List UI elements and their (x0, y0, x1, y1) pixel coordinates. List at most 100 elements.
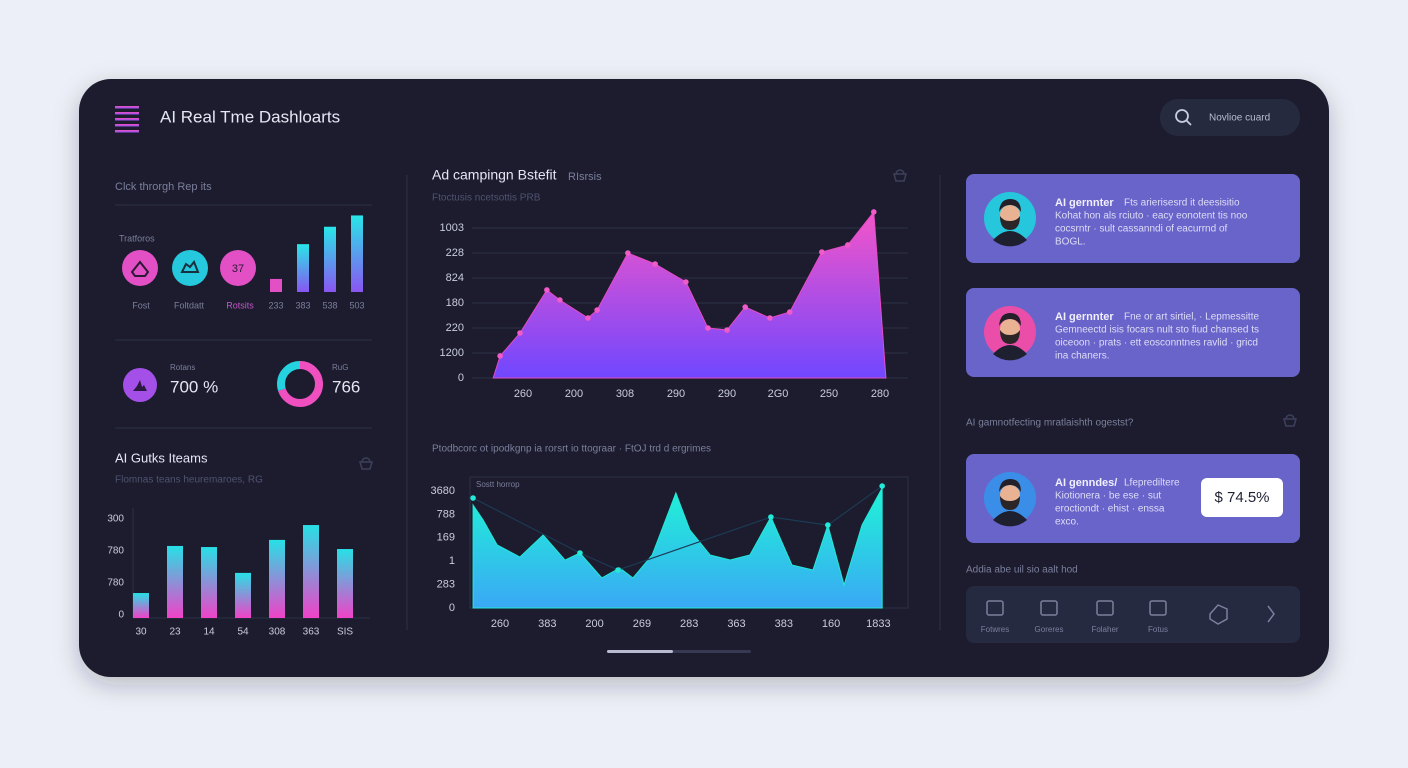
card-title: AI gernnter (1055, 197, 1114, 209)
point (705, 325, 711, 331)
avatar-face (1000, 205, 1020, 225)
icon-circle (220, 250, 256, 286)
y-tick-label: 228 (446, 247, 464, 259)
mini-bar (297, 244, 309, 292)
mini-bar (270, 278, 282, 292)
app-title: AI Real Tme Dashloarts (160, 107, 340, 126)
x-tick-label: 14 (203, 627, 215, 638)
x-tick-label: 30 (135, 627, 147, 638)
y-tick-label: 1003 (440, 222, 464, 234)
card-line: exco. (1055, 517, 1079, 528)
stat-value: 766 (332, 377, 360, 396)
point (594, 307, 600, 313)
tool-label: Fotus (1148, 625, 1168, 634)
y-tick-label: 180 (446, 297, 464, 309)
message-card[interactable] (966, 454, 1300, 543)
x-tick-label: 308 (616, 388, 634, 400)
point (517, 330, 523, 336)
point (577, 550, 583, 556)
icon-label: Fost (132, 300, 150, 310)
x-tick-label: SIS (337, 627, 353, 638)
card-title: AI gernnter (1055, 311, 1114, 323)
icon[interactable] (359, 457, 373, 470)
bar (235, 572, 251, 618)
y-tick-label: 220 (446, 322, 464, 334)
tool-icon[interactable] (986, 600, 1004, 616)
section-label: Tratforos (119, 233, 155, 243)
x-tick-label: 200 (585, 618, 603, 630)
avatar-hair (999, 479, 1021, 492)
bar (269, 539, 285, 618)
section-title: Clck throrgh Rep its (115, 181, 212, 193)
legend-label: Sostt horrop (476, 480, 520, 489)
x-tick-label: 200 (565, 388, 583, 400)
icon[interactable] (893, 169, 907, 182)
x-tick-label: 383 (775, 618, 793, 630)
bar (201, 547, 217, 618)
point (870, 209, 877, 215)
x-tick-label: 283 (680, 618, 698, 630)
stat-glyph (133, 380, 147, 391)
avatar-shirt (993, 511, 1027, 527)
point (742, 304, 748, 310)
tool-icon[interactable] (1209, 604, 1228, 625)
card-line: Fne or art sirtiel, · Lepmessitte (1124, 312, 1259, 323)
y-tick-label: 0 (118, 610, 124, 621)
x-tick-label: 290 (718, 388, 736, 400)
avatar-face (1000, 485, 1020, 505)
card-title: AI genndes/ (1055, 477, 1117, 489)
search-box[interactable] (1160, 99, 1300, 136)
mini-bar-label: 538 (322, 300, 337, 310)
avatar-beard (1000, 496, 1020, 510)
point (625, 250, 631, 256)
tool-icon[interactable] (1149, 600, 1167, 616)
point (819, 249, 825, 255)
card-line: Kohat hon als rciuto · eacy eonotent tis… (1055, 211, 1248, 222)
bar (303, 525, 319, 618)
card-line: Fts arierisesrd it deesisitio (1124, 198, 1240, 209)
point (845, 242, 851, 248)
message-card[interactable] (966, 174, 1300, 263)
tool-label: Goreres (1035, 625, 1064, 634)
x-tick-label: 269 (633, 618, 651, 630)
tool-icon[interactable] (1040, 600, 1058, 616)
scrollbar-thumb[interactable] (607, 650, 673, 653)
chart-title: Ad campingn Bstefit (432, 167, 557, 183)
stat-label: Rotans (170, 363, 195, 372)
point (497, 353, 503, 359)
search-icon (1185, 119, 1192, 126)
y-tick-label: 824 (446, 272, 464, 284)
point (585, 315, 591, 321)
y-tick-label: 0 (449, 602, 455, 614)
point (652, 261, 658, 267)
search-placeholder: Novlioe cuard (1209, 113, 1270, 124)
y-tick-label: 1 (449, 555, 455, 567)
bar (337, 549, 353, 618)
search-icon (1175, 109, 1189, 123)
point (786, 309, 793, 315)
card-line: oiceoon · prats · ett eosconntnes ravlid… (1055, 338, 1258, 349)
tool-icon[interactable] (1096, 600, 1114, 616)
donut-segment (277, 361, 323, 407)
point (544, 287, 550, 293)
card-line: BOGL. (1055, 237, 1086, 248)
chart-title: Ptodbcorc ot ipodkgnp ia rorsrt io ttogr… (432, 444, 711, 455)
icon-label: Foltdatt (174, 300, 205, 310)
icon[interactable] (1283, 414, 1297, 427)
message-card[interactable] (966, 288, 1300, 377)
x-tick-label: 54 (237, 627, 249, 638)
mini-bar-label: 383 (295, 300, 310, 310)
y-tick-label: 0 (458, 372, 464, 384)
stat-value: 700 % (170, 377, 218, 396)
y-tick-label: 780 (107, 546, 124, 557)
x-tick-label: 383 (538, 618, 556, 630)
bar (167, 545, 183, 618)
card-line: ina chaners. (1055, 351, 1109, 362)
badge-value: $ 74.5% (1214, 489, 1269, 506)
avatar-shirt (993, 345, 1027, 361)
y-tick-label: 300 (107, 514, 124, 525)
next-arrow[interactable] (1267, 605, 1275, 623)
avatar-beard (1000, 216, 1020, 230)
menu-icon[interactable] (115, 106, 139, 133)
